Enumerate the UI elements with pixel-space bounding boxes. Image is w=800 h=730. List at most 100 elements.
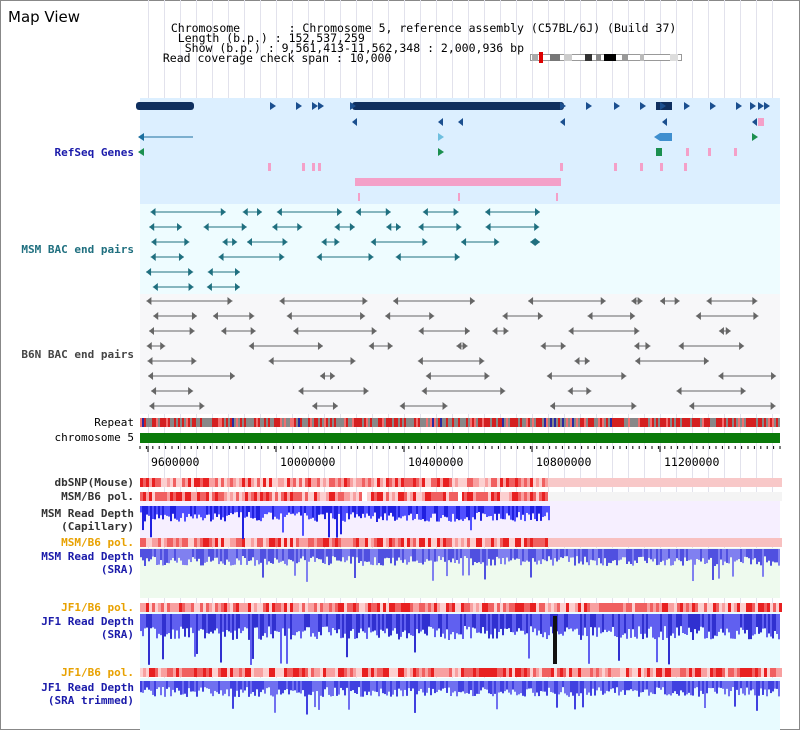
pol-stripe — [485, 538, 488, 547]
depth-bar — [408, 681, 410, 689]
depth-bar — [164, 549, 166, 566]
depth-bar — [500, 506, 502, 519]
depth-bar — [246, 681, 248, 688]
pol-stripe — [521, 492, 524, 501]
b6n-bac-pair — [149, 402, 155, 410]
depth-bar — [414, 506, 416, 519]
depth-bar — [630, 549, 632, 565]
pol-stripe — [467, 492, 470, 501]
chromosome-ideogram[interactable] — [530, 52, 682, 63]
length-value: 152,537,259 — [288, 31, 365, 45]
pol-stripe — [425, 603, 428, 612]
depth-bar — [762, 549, 764, 577]
repeat-segment — [772, 418, 774, 427]
b6n-bac-pair — [492, 327, 498, 335]
repeat-segment — [574, 418, 576, 427]
track-label-msm-b6-pol-1[interactable]: MSM/B6 pol. — [61, 490, 134, 503]
pol-stripe — [653, 492, 656, 501]
depth-bar — [270, 681, 272, 696]
depth-bar — [140, 506, 142, 513]
repeat-segment — [380, 418, 382, 427]
pol-stripe — [227, 538, 230, 547]
pol-stripe — [383, 668, 386, 677]
pol-stripe — [182, 492, 185, 501]
depth-bar — [776, 681, 778, 689]
track-label-dbsnp[interactable]: dbSNP(Mouse) — [54, 476, 134, 489]
repeat-segment — [660, 418, 662, 427]
pol-stripe — [533, 492, 536, 501]
depth-bar — [306, 614, 308, 628]
track-label-chromosome[interactable]: chromosome 5 — [54, 431, 134, 444]
track-label-msm-depth-sra-1[interactable]: MSM Read Depth — [41, 550, 134, 563]
repeat-segment — [754, 418, 756, 427]
depth-bar — [404, 549, 406, 560]
depth-bar — [690, 614, 692, 633]
repeat-segment — [566, 418, 568, 427]
track-label-jf1-b6-pol-2[interactable]: JF1/B6 pol. — [61, 666, 134, 679]
msm-bac-pair — [535, 208, 540, 216]
pol-stripe — [311, 603, 314, 612]
pol-stripe — [668, 603, 671, 612]
pol-stripe — [629, 603, 632, 612]
pol-stripe — [305, 492, 308, 501]
pol-stripe — [287, 668, 290, 677]
track-label-msm-b6-pol-2[interactable]: MSM/B6 pol. — [61, 536, 134, 549]
depth-bar — [224, 506, 226, 522]
track-label-msm-bac[interactable]: MSM BAC end pairs — [21, 243, 134, 256]
track-label-jf1-depth-trim-1[interactable]: JF1 Read Depth — [41, 681, 134, 694]
pol-stripe — [149, 603, 152, 612]
track-label-refseq[interactable]: RefSeq Genes — [54, 146, 134, 159]
pol-stripe — [491, 492, 494, 501]
msm-bac-pair — [235, 268, 240, 276]
pol-stripe — [494, 538, 497, 547]
track-label-msm-depth-cap-1[interactable]: MSM Read Depth — [41, 507, 134, 520]
depth-bar — [522, 549, 524, 562]
pol-stripe — [443, 538, 446, 547]
pol-stripe — [587, 478, 590, 487]
pol-stripe — [266, 492, 269, 501]
pol-stripe — [431, 492, 434, 501]
depth-bar — [648, 614, 650, 629]
track-label-jf1-depth-sra-1[interactable]: JF1 Read Depth — [41, 615, 134, 628]
depth-bar — [530, 549, 532, 578]
pol-stripe — [464, 603, 467, 612]
depth-bar — [178, 681, 180, 691]
track-label-repeat[interactable]: Repeat — [94, 416, 134, 429]
depth-bar — [330, 681, 332, 697]
depth-bar — [758, 549, 760, 562]
pol-stripe — [413, 668, 416, 677]
depth-bar — [348, 614, 350, 639]
b6n-bac-pair — [249, 312, 255, 320]
pol-stripe — [245, 603, 248, 612]
depth-bar — [478, 614, 480, 633]
repeat-segment — [298, 418, 300, 427]
pol-stripe — [359, 603, 362, 612]
depth-bar — [636, 614, 638, 639]
pol-stripe — [221, 492, 224, 501]
pol-stripe — [524, 492, 527, 501]
b6n-bac-pair — [199, 402, 205, 410]
depth-bar — [462, 506, 464, 521]
track-label-jf1-b6-pol-1[interactable]: JF1/B6 pol. — [61, 601, 134, 614]
pol-stripe — [167, 668, 170, 677]
repeat-segment — [602, 418, 604, 427]
pol-stripe — [410, 492, 413, 501]
repeat-segment — [666, 418, 668, 427]
depth-bar — [770, 549, 772, 566]
pol-stripe — [149, 478, 152, 487]
pol-stripe — [608, 538, 611, 547]
depth-bar — [494, 506, 496, 514]
depth-bar — [756, 681, 758, 711]
depth-bar — [240, 614, 242, 634]
depth-bar — [510, 681, 512, 695]
pol-stripe — [194, 478, 197, 487]
track-label-b6n-bac[interactable]: B6N BAC end pairs — [21, 348, 134, 361]
repeat-segment — [432, 418, 434, 427]
pol-stripe — [557, 603, 560, 612]
pol-stripe — [692, 478, 695, 487]
depth-bar — [572, 681, 574, 696]
pol-stripe — [383, 492, 386, 501]
pol-stripe — [251, 538, 254, 547]
depth-bar — [340, 549, 342, 562]
